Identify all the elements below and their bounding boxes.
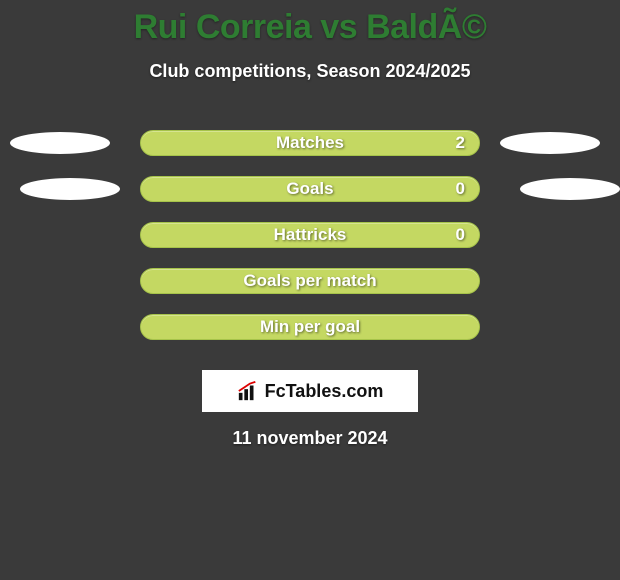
left-ellipse bbox=[20, 178, 120, 200]
stat-label: Min per goal bbox=[260, 317, 360, 337]
infographic-root: Rui Correia vs BaldÃ© Club competitions,… bbox=[0, 0, 620, 580]
stat-bar: Goals 0 bbox=[140, 176, 480, 202]
stat-label: Hattricks bbox=[274, 225, 347, 245]
stat-row: Matches 2 bbox=[0, 120, 620, 166]
stat-bar: Min per goal bbox=[140, 314, 480, 340]
stat-row: Hattricks 0 bbox=[0, 212, 620, 258]
stat-label: Goals per match bbox=[243, 271, 376, 291]
right-ellipse bbox=[520, 178, 620, 200]
stat-bar: Matches 2 bbox=[140, 130, 480, 156]
logo-text: FcTables.com bbox=[265, 381, 384, 402]
stat-bar: Goals per match bbox=[140, 268, 480, 294]
stat-label: Goals bbox=[286, 179, 333, 199]
stat-rows: Matches 2 Goals 0 Hattricks 0 bbox=[0, 120, 620, 350]
stat-right-value: 0 bbox=[456, 225, 465, 245]
stat-row: Goals 0 bbox=[0, 166, 620, 212]
right-ellipse bbox=[500, 132, 600, 154]
stat-label: Matches bbox=[276, 133, 344, 153]
fctables-logo: FcTables.com bbox=[237, 380, 384, 402]
page-title: Rui Correia vs BaldÃ© bbox=[0, 0, 620, 47]
stat-right-value: 0 bbox=[456, 179, 465, 199]
left-ellipse bbox=[10, 132, 110, 154]
bars-icon bbox=[237, 380, 259, 402]
page-date: 11 november 2024 bbox=[0, 428, 620, 449]
logo-box[interactable]: FcTables.com bbox=[202, 370, 418, 412]
page-subtitle: Club competitions, Season 2024/2025 bbox=[0, 61, 620, 82]
stat-bar: Hattricks 0 bbox=[140, 222, 480, 248]
stat-right-value: 2 bbox=[456, 133, 465, 153]
stat-row: Goals per match bbox=[0, 258, 620, 304]
stat-row: Min per goal bbox=[0, 304, 620, 350]
